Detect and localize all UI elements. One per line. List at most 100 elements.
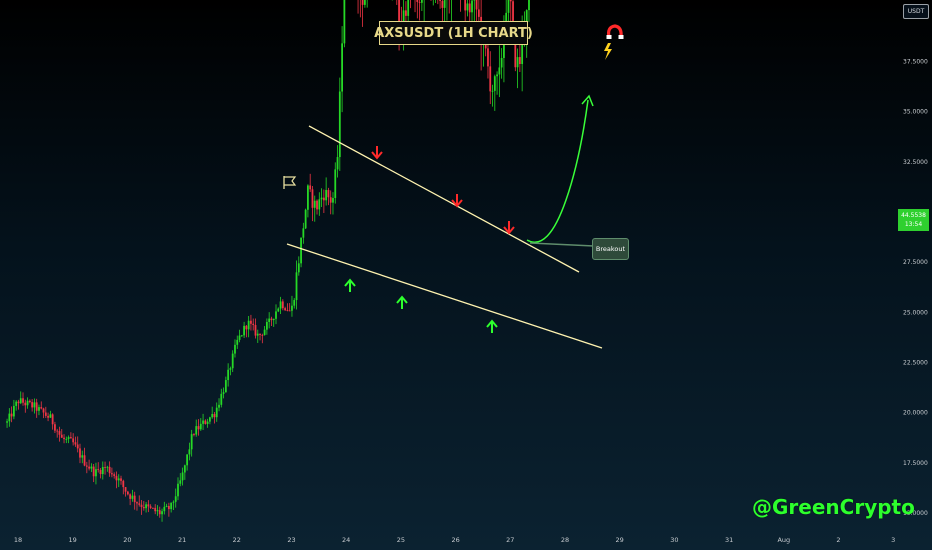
candle	[231, 350, 234, 373]
candle-body	[468, 3, 471, 13]
candle	[430, 0, 432, 1]
candle	[174, 488, 177, 508]
candle	[92, 463, 95, 483]
candle	[12, 399, 15, 420]
candle-body	[106, 466, 109, 468]
lower-trendline	[286, 243, 603, 349]
candle	[281, 299, 284, 311]
candle-body	[466, 3, 469, 11]
candle-body	[117, 478, 120, 481]
candle-body	[220, 393, 223, 405]
candle	[85, 461, 88, 474]
candle	[158, 506, 161, 518]
candle-body	[199, 423, 202, 430]
candle	[451, 0, 452, 23]
candle	[361, 0, 364, 27]
candle-body	[227, 369, 230, 381]
candle-body	[147, 504, 150, 507]
candle-body	[92, 466, 95, 477]
candle-body	[405, 10, 407, 16]
candle-body	[218, 404, 220, 408]
candle-body	[247, 320, 250, 330]
candle-body	[19, 398, 22, 404]
candle-body	[38, 407, 40, 411]
candle	[163, 501, 166, 515]
candle-body	[493, 76, 496, 91]
arrow-head	[503, 226, 515, 235]
candle	[95, 462, 97, 485]
candle-body	[300, 237, 302, 264]
candle	[179, 473, 182, 487]
candle-body	[99, 470, 102, 475]
candle-body	[525, 10, 528, 30]
candle-body	[188, 449, 191, 455]
candle	[471, 0, 473, 25]
candle-body	[307, 185, 309, 210]
candle-body	[113, 474, 116, 476]
candle-body	[67, 437, 70, 439]
candles-layer	[6, 0, 530, 522]
candle-body	[295, 272, 298, 301]
candle	[275, 304, 277, 325]
candle	[320, 188, 323, 208]
candle-body	[60, 434, 63, 438]
candle	[338, 77, 341, 171]
chart-title-box: AXSUSDT (1H CHART)	[374, 21, 533, 45]
x-tick-label: 19	[69, 536, 77, 544]
candle-body	[83, 455, 86, 466]
candle-body	[487, 48, 489, 67]
candle-body	[243, 325, 245, 336]
candle-body	[512, 1, 514, 30]
candle	[489, 51, 492, 105]
candle-body	[302, 228, 305, 238]
candle	[8, 408, 11, 427]
candle-body	[325, 189, 328, 201]
candle-body	[509, 0, 512, 2]
candle-body	[56, 430, 59, 432]
candle-body	[167, 506, 170, 510]
candle-body	[95, 469, 97, 477]
candle-body	[416, 0, 419, 2]
candle	[49, 410, 52, 418]
candle-body	[170, 502, 173, 510]
candle	[81, 450, 84, 464]
candle	[177, 477, 179, 501]
candle	[213, 411, 216, 424]
candle-body	[47, 415, 49, 418]
candle	[65, 436, 68, 444]
arrow-head	[344, 278, 356, 287]
candle-body	[17, 401, 20, 404]
candle	[224, 376, 227, 393]
last-price-badge: 44.5538 13:54	[898, 209, 929, 231]
candle-body	[275, 311, 277, 319]
candle-body	[316, 200, 318, 210]
candle-body	[163, 506, 166, 512]
breakout-label: Breakout	[592, 238, 629, 260]
support-arrow-2	[396, 295, 408, 309]
candle	[270, 316, 273, 326]
candle-body	[518, 57, 521, 65]
candle	[341, 26, 343, 113]
candle-body	[12, 405, 15, 417]
candle-body	[195, 426, 198, 435]
candle	[26, 397, 29, 409]
candle	[446, 0, 448, 21]
candle-body	[28, 400, 31, 403]
candle-body	[471, 0, 473, 13]
candle-body	[222, 392, 225, 394]
candle-body	[336, 157, 339, 170]
candle	[336, 145, 339, 178]
candle-body	[193, 434, 195, 435]
x-tick-label: 24	[342, 536, 350, 544]
candle-body	[54, 424, 56, 431]
y-tick-label: 20.0000	[903, 410, 928, 417]
candle-body	[24, 402, 27, 406]
candle-body	[338, 91, 341, 158]
candle-body	[88, 466, 91, 469]
candle	[120, 475, 122, 485]
candle-body	[407, 0, 410, 16]
candle-body	[122, 480, 125, 488]
candle	[136, 501, 138, 511]
currency-label-box[interactable]: USDT	[903, 4, 929, 19]
candle	[170, 502, 173, 513]
